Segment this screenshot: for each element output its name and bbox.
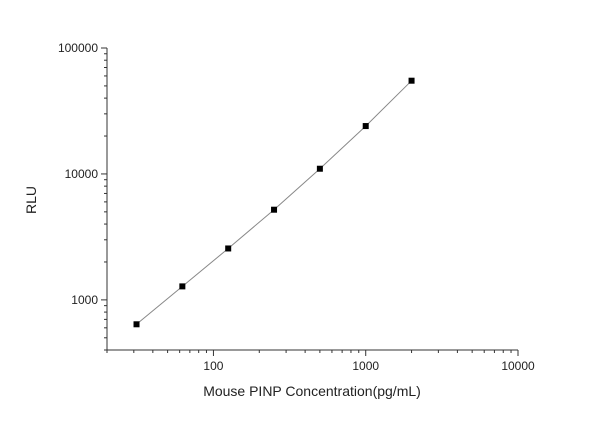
fit-line bbox=[136, 80, 412, 325]
data-point bbox=[271, 206, 278, 213]
x-tick-label: 100 bbox=[203, 359, 223, 373]
data-point bbox=[225, 245, 232, 252]
data-point bbox=[133, 321, 140, 328]
data-point bbox=[316, 165, 323, 172]
data-point bbox=[408, 77, 415, 84]
y-tick-label: 1000 bbox=[71, 293, 98, 307]
x-axis-label: Mouse PINP Concentration(pg/mL) bbox=[203, 383, 421, 399]
x-tick-label: 10000 bbox=[501, 359, 535, 373]
y-axis-label: RLU bbox=[23, 186, 39, 214]
y-tick-label: 10000 bbox=[65, 167, 99, 181]
data-point bbox=[179, 283, 186, 290]
x-tick-label: 1000 bbox=[352, 359, 379, 373]
y-tick-label: 100000 bbox=[58, 41, 98, 55]
data-point bbox=[362, 123, 369, 130]
